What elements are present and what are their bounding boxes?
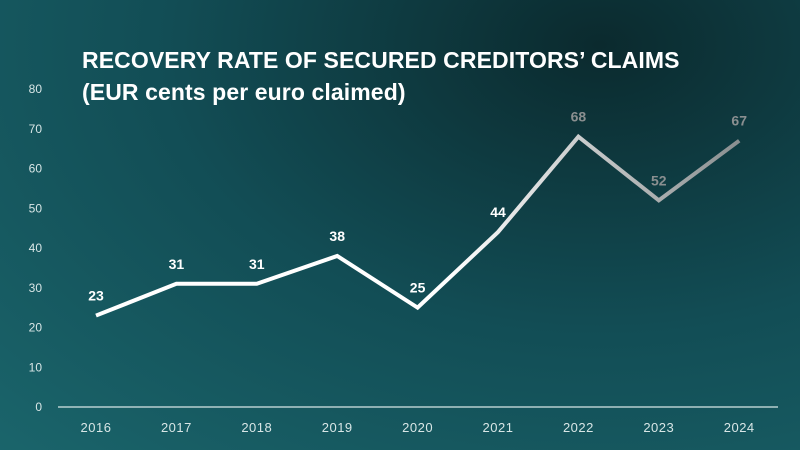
x-tick-label: 2018 [241, 420, 272, 435]
y-tick-label: 80 [29, 82, 43, 96]
chart-title-line-1: RECOVERY RATE OF SECURED CREDITORS’ CLAI… [82, 47, 680, 73]
x-tick-label: 2019 [322, 420, 353, 435]
x-tick-label: 2020 [402, 420, 433, 435]
y-tick-label: 70 [29, 122, 43, 136]
data-label: 25 [410, 280, 426, 296]
y-tick-label: 20 [29, 321, 43, 335]
data-labels: 23 31 31 38 25 44 68 52 67 [88, 109, 747, 304]
data-label: 38 [329, 228, 345, 244]
y-tick-label: 30 [29, 281, 43, 295]
x-tick-label: 2023 [643, 420, 674, 435]
data-label: 44 [490, 204, 506, 220]
series-line [95, 133, 741, 318]
data-label: 23 [88, 288, 104, 304]
y-axis-ticks: 0 10 20 30 40 50 60 70 80 [29, 82, 43, 414]
data-label: 31 [249, 256, 265, 272]
y-tick-label: 50 [29, 201, 43, 215]
data-label: 67 [731, 113, 747, 129]
data-label: 31 [169, 256, 185, 272]
x-axis-ticks: 2016 2017 2018 2019 2020 2021 2022 2023 2024 [81, 420, 755, 435]
x-tick-label: 2024 [724, 420, 755, 435]
chart-title-line-2: (EUR cents per euro claimed) [82, 79, 406, 105]
y-tick-label: 0 [35, 400, 42, 414]
y-tick-label: 10 [29, 360, 43, 374]
y-tick-label: 40 [29, 241, 43, 255]
x-tick-label: 2017 [161, 420, 192, 435]
x-tick-label: 2016 [81, 420, 112, 435]
y-tick-label: 60 [29, 162, 43, 176]
drop-lines [95, 136, 740, 407]
x-tick-label: 2021 [483, 420, 514, 435]
data-label: 68 [571, 109, 587, 125]
data-label: 52 [651, 172, 667, 188]
x-tick-label: 2022 [563, 420, 594, 435]
